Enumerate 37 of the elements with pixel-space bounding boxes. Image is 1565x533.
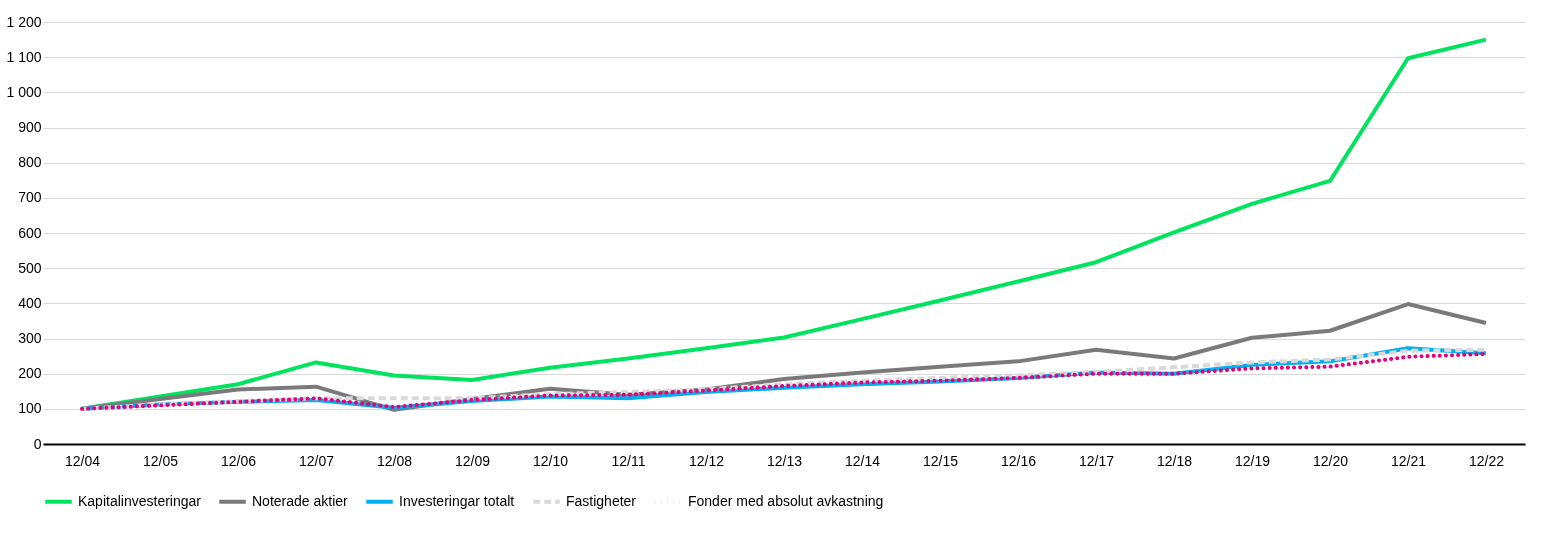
y-tick-label: 400 (18, 294, 42, 311)
x-tick-label: 12/09 (454, 452, 491, 469)
legend-label: Noterade aktier (252, 492, 349, 509)
y-tick-label: 800 (18, 154, 42, 171)
y-tick-label: 500 (18, 259, 42, 276)
x-tick-label: 12/22 (1468, 452, 1505, 469)
x-tick-label: 12/08 (376, 452, 413, 469)
y-tick-label: 1 100 (6, 48, 42, 65)
x-tick-label: 12/12 (688, 452, 725, 469)
x-tick-label: 12/06 (220, 452, 257, 469)
x-tick-label: 12/20 (1312, 452, 1349, 469)
x-tick-label: 12/13 (766, 452, 803, 469)
x-tick-label: 12/19 (1234, 452, 1271, 469)
y-tick-label: 1 000 (6, 83, 42, 100)
y-tick-label: 700 (18, 189, 42, 206)
y-tick-label: 900 (18, 119, 42, 135)
legend-label: Fastigheter (566, 492, 637, 509)
x-tick-label: 12/10 (532, 452, 569, 469)
x-tick-label: 12/15 (922, 452, 959, 469)
x-tick-label: 12/16 (1000, 452, 1037, 469)
legend-label: Investeringar totalt (399, 492, 515, 509)
x-tick-label: 12/04 (64, 452, 101, 469)
x-tick-label: 12/14 (844, 452, 881, 469)
x-tick-label: 12/05 (142, 452, 179, 469)
legend-label: Kapitalinvesteringar (78, 492, 202, 509)
y-tick-label: 0 (33, 435, 42, 452)
y-tick-label: 1 200 (6, 13, 42, 30)
x-tick-label: 12/07 (298, 452, 335, 469)
x-tick-label: 12/18 (1156, 452, 1193, 469)
y-tick-label: 300 (18, 330, 42, 346)
x-tick-label: 12/21 (1390, 452, 1427, 469)
y-tick-label: 600 (18, 224, 42, 241)
y-tick-label: 100 (18, 400, 42, 417)
x-tick-label: 12/11 (611, 452, 646, 469)
y-tick-label: 200 (18, 365, 42, 382)
x-tick-label: 12/17 (1078, 452, 1115, 469)
legend-label: Fonder med absolut avkastning (688, 492, 884, 509)
